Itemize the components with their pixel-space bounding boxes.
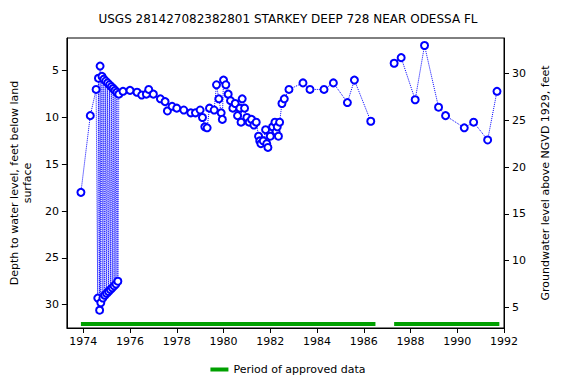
svg-text:Depth to water level, feet bel: Depth to water level, feet below land xyxy=(8,81,21,286)
svg-text:1990: 1990 xyxy=(443,335,471,348)
svg-text:1978: 1978 xyxy=(163,335,191,348)
svg-text:30: 30 xyxy=(45,298,59,311)
svg-text:15: 15 xyxy=(45,158,59,171)
svg-text:10: 10 xyxy=(45,111,59,124)
svg-text:1980: 1980 xyxy=(210,335,238,348)
svg-text:30: 30 xyxy=(512,67,526,80)
svg-text:5: 5 xyxy=(52,64,59,77)
svg-text:25: 25 xyxy=(45,251,59,264)
svg-text:15: 15 xyxy=(512,207,526,220)
svg-text:10: 10 xyxy=(512,254,526,267)
svg-text:USGS 281427082382801 STARKEY D: USGS 281427082382801 STARKEY DEEP 728 NE… xyxy=(98,12,477,26)
svg-text:20: 20 xyxy=(45,205,59,218)
svg-text:1986: 1986 xyxy=(350,335,378,348)
svg-text:1984: 1984 xyxy=(303,335,331,348)
svg-text:25: 25 xyxy=(512,114,526,127)
svg-text:20: 20 xyxy=(512,161,526,174)
svg-text:1988: 1988 xyxy=(397,335,425,348)
svg-text:1974: 1974 xyxy=(69,335,97,348)
svg-text:Period of approved data: Period of approved data xyxy=(233,363,365,376)
svg-text:5: 5 xyxy=(512,301,519,314)
svg-text:1976: 1976 xyxy=(116,335,144,348)
svg-text:Groundwater level above NGVD 1: Groundwater level above NGVD 1929, feet xyxy=(539,65,552,301)
svg-text:surface: surface xyxy=(21,162,34,203)
svg-text:1982: 1982 xyxy=(256,335,284,348)
svg-text:1992: 1992 xyxy=(490,335,518,348)
